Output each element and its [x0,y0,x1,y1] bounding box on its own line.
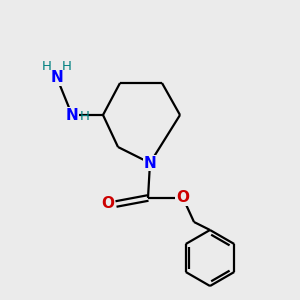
Text: H: H [62,59,72,73]
Text: H: H [80,110,90,124]
Text: H: H [42,59,52,73]
Text: O: O [101,196,115,211]
Text: N: N [51,70,63,86]
Text: N: N [66,107,78,122]
Text: N: N [144,155,156,170]
Text: O: O [176,190,190,206]
